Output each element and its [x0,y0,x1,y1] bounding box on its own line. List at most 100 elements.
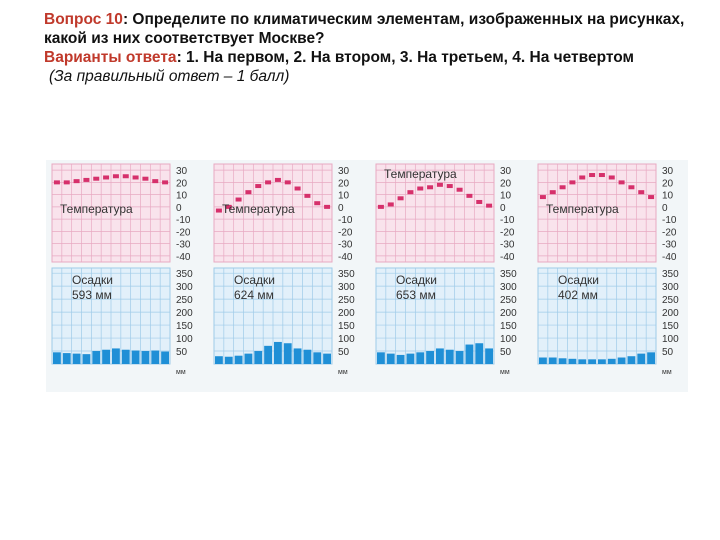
temperature-point [569,180,576,185]
temp-tick-label: 0 [338,203,344,214]
temp-tick-label: -40 [338,252,353,263]
precipitation-bar [637,353,646,364]
precip-tick-label: мм [338,369,348,376]
temperature-point [476,199,483,204]
precip-tick-label: мм [662,369,672,376]
precipitation-bar [607,358,616,364]
temperature-label: Температура [546,202,619,216]
temperature-point [608,175,615,180]
temperature-point [466,193,473,198]
score-note: (За правильный ответ – 1 балл) [49,68,290,85]
temperature-point [427,185,434,190]
temp-tick-label: -20 [338,227,353,238]
precipitation-bar [396,354,405,364]
precipitation-bar [558,358,567,364]
precipitation-bar [303,349,312,364]
temp-tick-label: 20 [500,178,512,189]
temperature-point [274,177,281,182]
precipitation-bar [323,353,331,364]
precipitation-bar [151,350,160,364]
temperature-label: Температура [384,167,457,181]
climate-chart-3: 3020100-10-20-30-4035030025020015010050м… [375,163,517,376]
question-label: Вопрос 10 [44,11,123,28]
temperature-point [314,201,321,206]
precip-tick-label: 50 [500,347,512,358]
temp-tick-label: -20 [662,227,677,238]
precip-tick-label: 200 [500,308,517,319]
temperature-point [539,195,546,200]
temperature-point [618,180,625,185]
temp-tick-label: 30 [500,166,512,177]
temp-tick-label: -40 [500,252,515,263]
precipitation-bar [53,352,61,364]
temp-tick-label: -20 [500,227,515,238]
precipitation-bar [455,351,464,364]
precip-tick-label: 250 [662,295,679,306]
temperature-point [132,175,139,180]
options-text: : 1. На первом, 2. На втором, 3. На трет… [176,49,634,66]
precipitation-bar [568,358,577,364]
precip-tick-label: 250 [176,295,193,306]
precip-tick-label: 250 [338,295,355,306]
temp-tick-label: -30 [500,240,515,251]
precipitation-bar [62,353,71,364]
precip-tick-label: 200 [176,308,193,319]
precip-tick-label: 150 [500,321,517,332]
climate-chart-1: 3020100-10-20-30-4035030025020015010050м… [51,163,193,376]
precipitation-bar [102,349,110,364]
temperature-point [235,197,242,202]
precip-tick-label: 300 [662,282,679,293]
temperature-point [628,185,635,190]
temp-tick-label: 10 [176,191,188,202]
precipitation-bar [72,353,81,364]
precip-tick-label: 200 [662,308,679,319]
precipitation-label: Осадки [558,273,599,287]
precipitation-bar [647,352,655,364]
temperature-point [245,190,252,195]
temperature-point [549,190,556,195]
temp-tick-label: 10 [500,191,512,202]
precipitation-bar [121,349,130,364]
precip-tick-label: мм [500,369,510,376]
precip-tick-label: 200 [338,308,355,319]
temp-tick-label: 10 [338,191,350,202]
temperature-point [73,179,80,184]
temperature-point [255,184,262,189]
precipitation-total: 653 мм [396,288,436,302]
precipitation-label: Осадки [72,273,113,287]
temp-tick-label: 0 [500,203,506,214]
temperature-point [446,184,453,189]
temperature-point [407,190,414,195]
precipitation-bar [617,357,626,364]
temp-tick-label: -30 [176,240,191,251]
temperature-point [284,180,291,185]
precip-tick-label: 350 [338,269,355,280]
temperature-point [53,180,60,185]
precip-tick-label: 300 [500,282,517,293]
temp-tick-label: 30 [338,166,350,177]
precipitation-total: 593 мм [72,288,112,302]
precip-tick-label: 350 [500,269,517,280]
precipitation-bar [539,357,547,364]
precipitation-bar [426,351,434,364]
precipitation-bar [313,352,322,364]
precipitation-bar [92,351,101,364]
precip-tick-label: 50 [176,347,188,358]
climate-chart-4: 3020100-10-20-30-4035030025020015010050м… [537,163,679,376]
temperature-point [648,195,655,200]
temperature-point [93,176,100,181]
temperature-point [638,190,645,195]
precipitation-bar [445,349,454,364]
precipitation-bar [244,353,253,364]
temperature-point [225,204,232,209]
temperature-label: Температура [222,202,295,216]
precipitation-bar [598,359,606,364]
precipitation-label: Осадки [234,273,275,287]
options-line: Варианты ответа: 1. На первом, 2. На вто… [44,48,704,67]
precipitation-bar [406,353,415,364]
precipitation-bar [627,356,636,364]
precipitation-bar [377,352,385,364]
temperature-point [294,186,301,191]
temperature-point [387,202,394,207]
precipitation-total: 624 мм [234,288,274,302]
